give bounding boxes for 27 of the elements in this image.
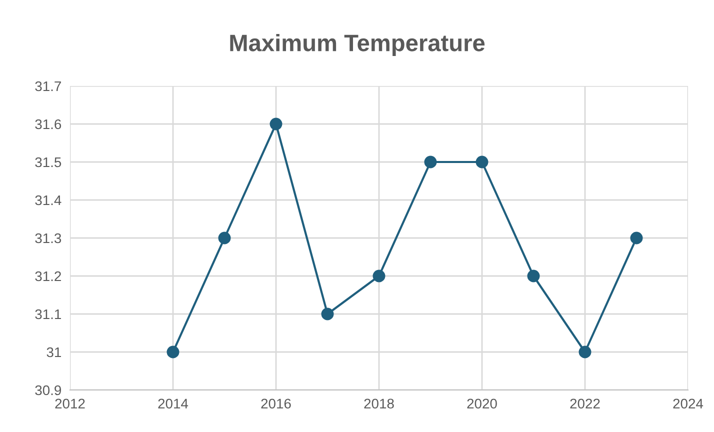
point: [218, 232, 231, 244]
y-tick-label: 31.3: [35, 233, 62, 244]
point: [527, 270, 540, 282]
y-tick-label: 30.9: [35, 385, 62, 396]
y-tick-label: 31: [46, 347, 61, 358]
point: [424, 156, 437, 168]
y-tick-label: 31.5: [35, 157, 62, 168]
x-tick-label: 2020: [467, 398, 497, 409]
point: [578, 346, 592, 358]
x-tick-label: 2022: [570, 398, 600, 409]
y-tick-label: 31.4: [35, 195, 62, 206]
x-tick-label: 2018: [364, 398, 394, 409]
y-tick-label: 31.1: [35, 309, 61, 320]
chart-title: Maximum Temperature: [230, 34, 485, 56]
x-tick-label: 2012: [55, 398, 85, 409]
point: [372, 270, 386, 282]
point: [476, 156, 488, 168]
x-tick-label: 2014: [158, 398, 188, 409]
point: [630, 232, 643, 244]
point: [166, 346, 180, 358]
x-tick-label: 2016: [261, 398, 291, 409]
x-tick-label: 2024: [673, 398, 704, 409]
y-tick-label: 31.6: [35, 119, 62, 130]
point: [270, 118, 282, 130]
y-tick-label: 31.2: [35, 271, 61, 282]
y-tick-label: 31.7: [35, 81, 61, 92]
point: [321, 308, 334, 320]
